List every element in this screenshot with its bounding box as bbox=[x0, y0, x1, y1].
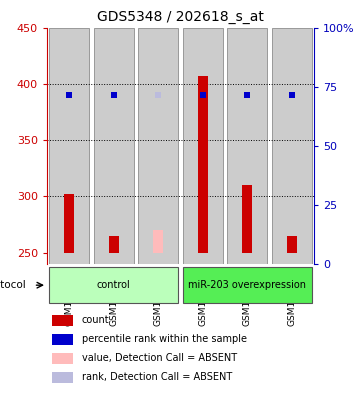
Bar bbox=[153, 230, 163, 253]
Bar bbox=[242, 185, 252, 253]
Bar bbox=[52, 372, 73, 383]
Text: count: count bbox=[82, 316, 109, 325]
Bar bbox=[109, 236, 119, 253]
Bar bbox=[272, 28, 312, 264]
Text: miR-203 overexpression: miR-203 overexpression bbox=[188, 280, 306, 290]
Bar bbox=[93, 28, 134, 264]
Bar bbox=[138, 28, 178, 264]
Bar bbox=[49, 28, 89, 264]
Bar bbox=[52, 353, 73, 364]
Text: rank, Detection Call = ABSENT: rank, Detection Call = ABSENT bbox=[82, 372, 232, 382]
Bar bbox=[64, 194, 74, 253]
Bar bbox=[52, 334, 73, 345]
Bar bbox=[52, 315, 73, 326]
Text: percentile rank within the sample: percentile rank within the sample bbox=[82, 334, 247, 344]
Bar bbox=[198, 76, 208, 253]
Text: control: control bbox=[97, 280, 131, 290]
Bar bbox=[183, 28, 223, 264]
Bar bbox=[287, 236, 297, 253]
FancyBboxPatch shape bbox=[49, 267, 178, 303]
Bar bbox=[227, 28, 267, 264]
Title: GDS5348 / 202618_s_at: GDS5348 / 202618_s_at bbox=[97, 10, 264, 24]
Text: value, Detection Call = ABSENT: value, Detection Call = ABSENT bbox=[82, 353, 237, 364]
Text: protocol: protocol bbox=[0, 280, 26, 290]
FancyBboxPatch shape bbox=[183, 267, 312, 303]
